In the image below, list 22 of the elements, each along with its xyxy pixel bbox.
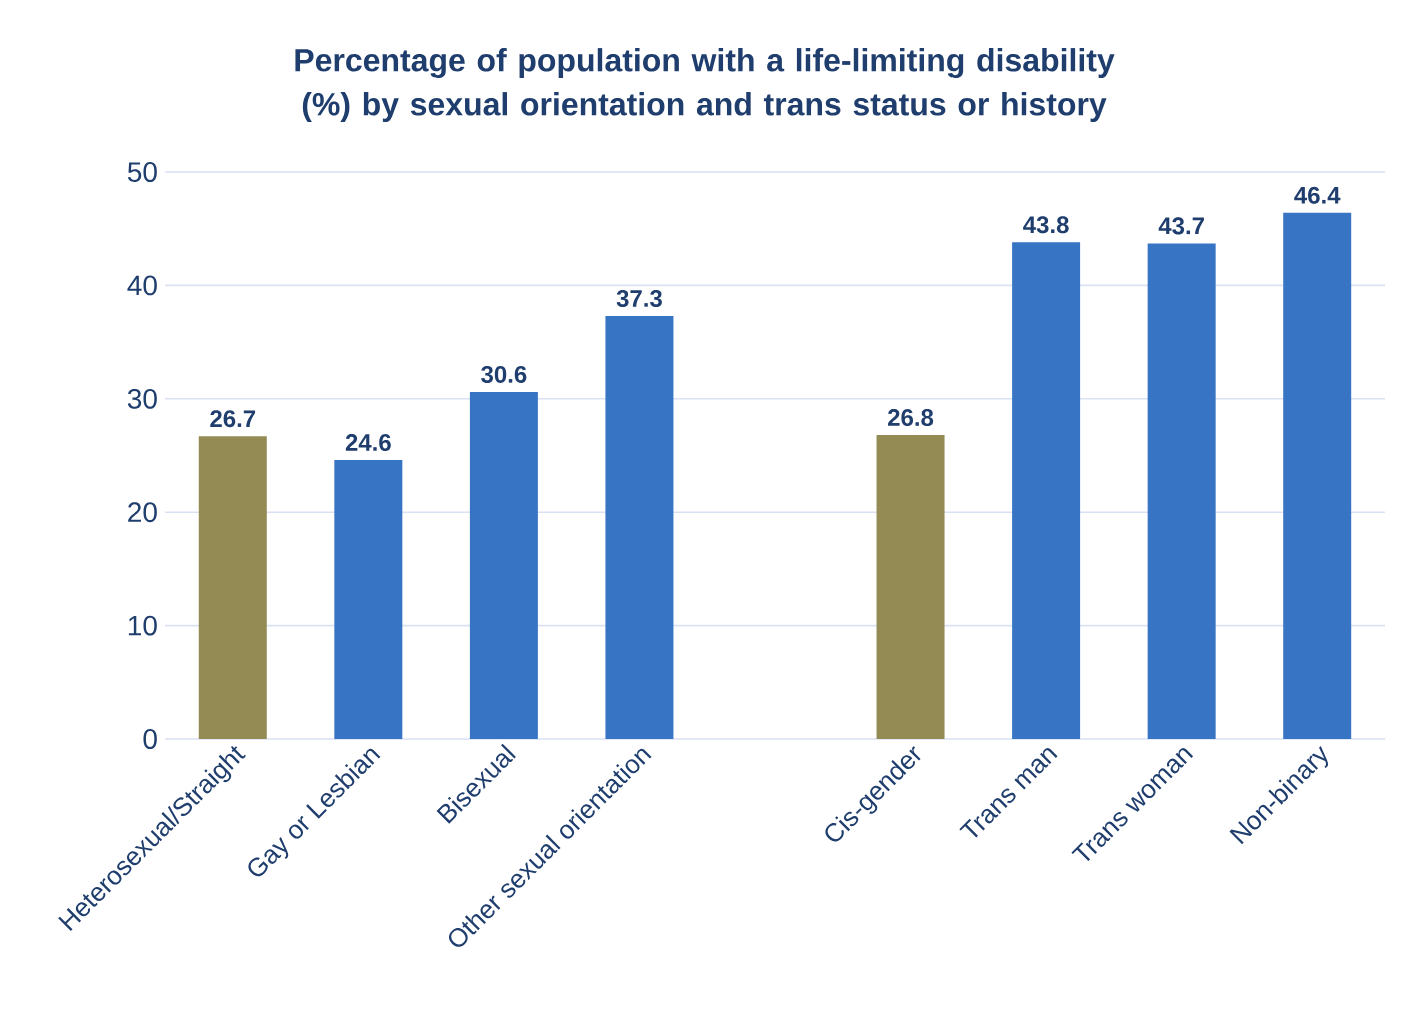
data-label: 26.7 — [210, 410, 256, 428]
bar — [1147, 243, 1216, 739]
data-label: 24.6 — [345, 433, 391, 451]
data-label: 30.6 — [481, 365, 527, 383]
bar — [1283, 212, 1352, 739]
chart-title: Percentage of population with a life-limiting disability (%) by sexual orientation and trans status or history — [295, 48, 1115, 122]
data-label: 43.7 — [1158, 217, 1204, 235]
y-tick-label: 40 — [127, 275, 157, 296]
data-label: 46.4 — [1294, 186, 1341, 204]
bar — [876, 435, 945, 739]
data-label: 37.3 — [616, 289, 662, 307]
bar — [334, 460, 403, 739]
y-tick-label: 10 — [128, 615, 157, 636]
data-label: 43.8 — [1023, 216, 1069, 234]
bar — [469, 392, 538, 739]
y-tick-label: 30 — [127, 388, 157, 409]
bar — [1012, 242, 1081, 739]
bar — [605, 316, 674, 739]
data-label: 26.8 — [888, 409, 934, 427]
y-tick-label: 50 — [127, 162, 157, 182]
bar — [198, 436, 267, 739]
y-tick-label: 20 — [128, 502, 157, 523]
